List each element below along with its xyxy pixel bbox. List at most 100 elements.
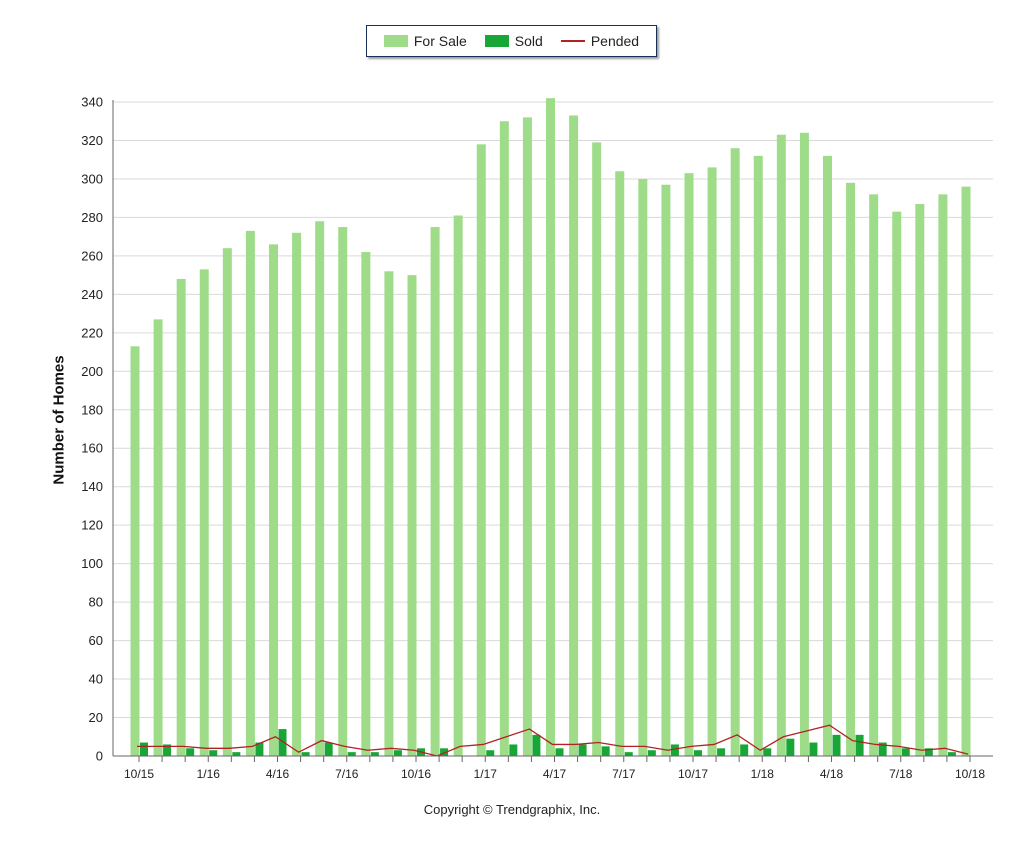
x-tick-label: 1/16 [197, 767, 221, 781]
bar-for-sale [684, 173, 694, 756]
bar-for-sale [707, 167, 717, 756]
legend-label-sold: Sold [514, 33, 543, 49]
bar-sold [878, 742, 887, 756]
bar-for-sale [522, 117, 532, 756]
bar-for-sale [176, 278, 186, 756]
x-tick-label: 10/18 [955, 767, 985, 781]
y-tick-label: 160 [81, 441, 103, 456]
bar-sold [647, 750, 656, 756]
bar-sold [832, 734, 841, 756]
bar-for-sale [130, 346, 140, 756]
bar-for-sale [546, 98, 555, 756]
bar-for-sale [776, 134, 786, 756]
y-tick-label: 260 [81, 248, 103, 263]
y-tick-label: 200 [81, 364, 103, 379]
bar-for-sale [799, 132, 809, 756]
bar-for-sale [384, 271, 394, 756]
bar-sold [278, 729, 287, 756]
bar-sold [717, 748, 726, 756]
legend-item-sold[interactable]: Sold [484, 33, 543, 49]
bar-for-sale [430, 227, 440, 756]
y-tick-label: 40 [89, 672, 103, 687]
bar-sold [186, 748, 195, 756]
y-tick-label: 100 [81, 556, 103, 571]
legend-swatch-for-sale [383, 35, 408, 47]
y-tick-label: 60 [89, 633, 103, 648]
bar-sold [601, 746, 610, 756]
bar-sold [301, 752, 310, 756]
legend-swatch-sold [484, 35, 509, 47]
bar-sold [555, 748, 564, 756]
bar-for-sale [338, 227, 348, 756]
copyright-text: Copyright © Trendgraphix, Inc. [423, 802, 601, 817]
y-tick-label: 220 [81, 325, 103, 340]
x-tick-label: 4/16 [266, 767, 290, 781]
bar-for-sale [938, 194, 948, 756]
y-tick-label: 280 [81, 210, 103, 225]
line-pended [137, 724, 969, 757]
bar-for-sale [638, 178, 648, 757]
y-axis-title: Number of Homes [50, 355, 68, 485]
x-tick-label: 4/17 [543, 767, 567, 781]
y-tick-label: 320 [81, 133, 103, 148]
y-tick-label: 300 [81, 171, 103, 186]
y-tick-label: 340 [81, 95, 103, 110]
bar-for-sale [153, 319, 163, 756]
bar-sold [855, 734, 864, 756]
bar-sold [324, 742, 333, 756]
bar-for-sale [315, 221, 325, 757]
x-tick-label: 10/17 [678, 767, 708, 781]
x-tick-label: 10/16 [401, 767, 431, 781]
bar-for-sale [961, 186, 971, 756]
bar-sold [694, 750, 702, 756]
bar-sold [809, 742, 818, 756]
y-tick-label: 80 [89, 595, 103, 610]
bar-sold [624, 752, 633, 756]
bar-for-sale [499, 121, 509, 756]
bar-sold [393, 750, 402, 756]
bar-for-sale [661, 184, 671, 756]
bar-for-sale [361, 252, 371, 757]
bar-for-sale [592, 142, 602, 757]
bar-sold [486, 750, 495, 756]
x-tick-label: 7/18 [889, 767, 913, 781]
y-tick-label: 20 [89, 710, 103, 725]
bar-sold [532, 734, 541, 756]
bar-sold [209, 750, 218, 756]
bar-sold [901, 748, 910, 756]
bar-sold [740, 744, 749, 756]
legend-item-pended[interactable]: Pended [560, 33, 640, 49]
y-tick-label: 0 [96, 749, 103, 764]
bar-for-sale [846, 182, 856, 757]
bar-for-sale [569, 115, 579, 756]
bar-for-sale [476, 144, 486, 757]
bar-sold [947, 752, 956, 756]
bar-for-sale [199, 269, 209, 756]
bar-sold [786, 738, 795, 756]
chart-legend: For Sale Sold Pended [366, 25, 657, 57]
bar-for-sale [615, 171, 625, 756]
y-tick-label: 140 [81, 479, 103, 494]
bar-sold [670, 744, 679, 756]
x-tick-label: 1/17 [474, 767, 498, 781]
x-tick-label: 4/18 [820, 767, 844, 781]
y-tick-label: 180 [81, 402, 103, 417]
bar-sold [255, 742, 264, 756]
bar-for-sale [869, 194, 879, 756]
bar-for-sale [892, 211, 902, 756]
bar-sold [578, 744, 587, 756]
bar-for-sale [222, 248, 232, 756]
bar-sold [763, 748, 772, 756]
legend-label-pended: Pended [590, 33, 640, 49]
x-tick-label: 10/15 [124, 767, 154, 781]
bar-for-sale [453, 215, 463, 757]
bar-for-sale [407, 275, 417, 756]
legend-item-for-sale[interactable]: For Sale [383, 33, 467, 49]
y-tick-label: 240 [81, 287, 103, 302]
x-tick-label: 7/17 [612, 767, 636, 781]
legend-swatch-pended [560, 40, 585, 42]
legend-label-for-sale: For Sale [413, 33, 467, 49]
x-tick-label: 7/16 [335, 767, 359, 781]
bar-for-sale [915, 203, 925, 757]
